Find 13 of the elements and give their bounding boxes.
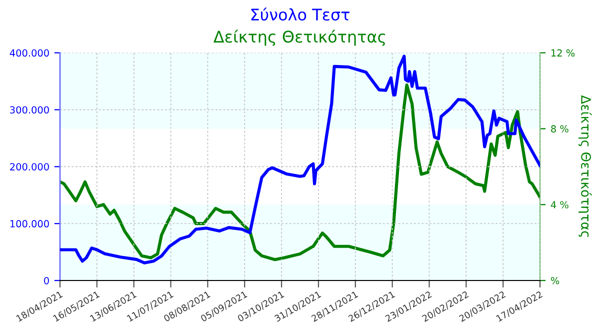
y-tick-label: 300.000 <box>10 106 49 114</box>
y-tick-label: 100.000 <box>10 220 49 228</box>
y2-tick-label: 8 % <box>551 125 568 133</box>
y2-tick-label: % <box>550 276 560 284</box>
chart-title: Σύνολο Τεστ <box>251 8 350 21</box>
y2-tick-label: 4 % <box>550 201 568 208</box>
line-series <box>60 84 540 262</box>
y2-tick-label: 12 % <box>551 49 575 57</box>
chart-subtitle: Δείκτης Θετικότητας <box>214 30 386 46</box>
y-tick-label: 200.000 <box>10 163 49 170</box>
y-tick-label: 400.000 <box>10 49 49 57</box>
y2-axis-title: Δείκτης Θετικότητας <box>578 95 592 237</box>
y-tick-label: 0 <box>44 276 49 284</box>
